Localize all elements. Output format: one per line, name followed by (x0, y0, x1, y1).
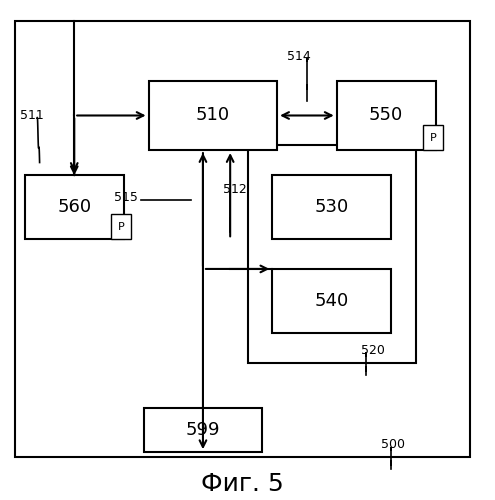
FancyBboxPatch shape (423, 126, 443, 150)
Text: P: P (430, 133, 437, 143)
Text: 560: 560 (57, 198, 91, 216)
FancyBboxPatch shape (25, 175, 124, 239)
FancyBboxPatch shape (272, 269, 391, 334)
FancyBboxPatch shape (337, 81, 436, 150)
Text: 500: 500 (381, 438, 405, 451)
Text: 520: 520 (361, 344, 385, 357)
FancyBboxPatch shape (15, 22, 470, 457)
Text: 550: 550 (369, 106, 403, 124)
FancyBboxPatch shape (111, 214, 131, 239)
Text: 514: 514 (287, 50, 311, 62)
Text: 540: 540 (314, 292, 349, 310)
Text: 510: 510 (196, 106, 230, 124)
Text: 515: 515 (114, 190, 138, 203)
FancyBboxPatch shape (148, 81, 277, 150)
Text: P: P (118, 222, 125, 232)
FancyBboxPatch shape (144, 408, 262, 452)
Text: Фиг. 5: Фиг. 5 (201, 472, 284, 496)
Text: 512: 512 (223, 183, 247, 196)
Text: 599: 599 (186, 421, 220, 439)
Text: 530: 530 (314, 198, 349, 216)
FancyBboxPatch shape (248, 145, 416, 363)
FancyBboxPatch shape (272, 175, 391, 239)
Text: 511: 511 (20, 109, 44, 122)
